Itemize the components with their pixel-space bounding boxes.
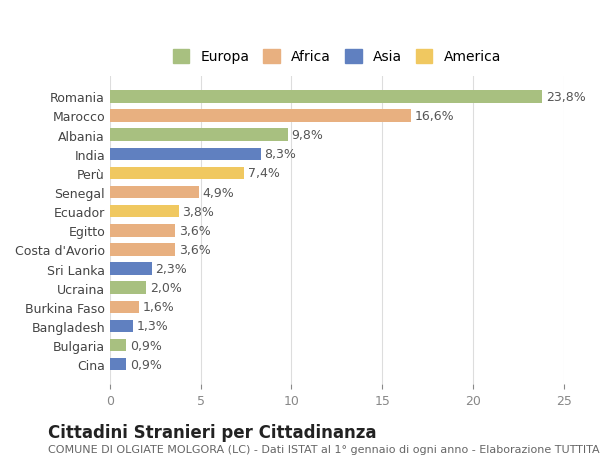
Bar	[110, 110, 412, 123]
Text: 2,3%: 2,3%	[155, 263, 187, 275]
Bar	[110, 129, 288, 141]
Bar	[110, 320, 133, 332]
Bar	[110, 224, 175, 237]
Text: 3,6%: 3,6%	[179, 243, 211, 257]
Text: 2,0%: 2,0%	[150, 281, 182, 295]
Bar	[110, 263, 152, 275]
Bar	[110, 148, 260, 161]
Bar	[110, 339, 126, 352]
Text: Cittadini Stranieri per Cittadinanza: Cittadini Stranieri per Cittadinanza	[48, 423, 377, 441]
Bar	[110, 282, 146, 294]
Text: 8,3%: 8,3%	[264, 148, 296, 161]
Text: 1,3%: 1,3%	[137, 320, 169, 333]
Text: 0,9%: 0,9%	[130, 339, 162, 352]
Text: COMUNE DI OLGIATE MOLGORA (LC) - Dati ISTAT al 1° gennaio di ogni anno - Elabora: COMUNE DI OLGIATE MOLGORA (LC) - Dati IS…	[48, 444, 600, 454]
Text: 23,8%: 23,8%	[545, 90, 586, 104]
Legend: Europa, Africa, Asia, America: Europa, Africa, Asia, America	[167, 44, 506, 70]
Text: 3,6%: 3,6%	[179, 224, 211, 237]
Text: 7,4%: 7,4%	[248, 167, 280, 180]
Bar	[110, 206, 179, 218]
Bar	[110, 358, 126, 371]
Bar	[110, 91, 542, 103]
Text: 3,8%: 3,8%	[182, 205, 214, 218]
Bar	[110, 186, 199, 199]
Bar	[110, 244, 175, 256]
Bar	[110, 167, 244, 180]
Text: 1,6%: 1,6%	[143, 301, 174, 313]
Text: 9,8%: 9,8%	[292, 129, 323, 142]
Text: 4,9%: 4,9%	[202, 186, 234, 199]
Bar	[110, 301, 139, 313]
Text: 0,9%: 0,9%	[130, 358, 162, 371]
Text: 16,6%: 16,6%	[415, 110, 455, 123]
